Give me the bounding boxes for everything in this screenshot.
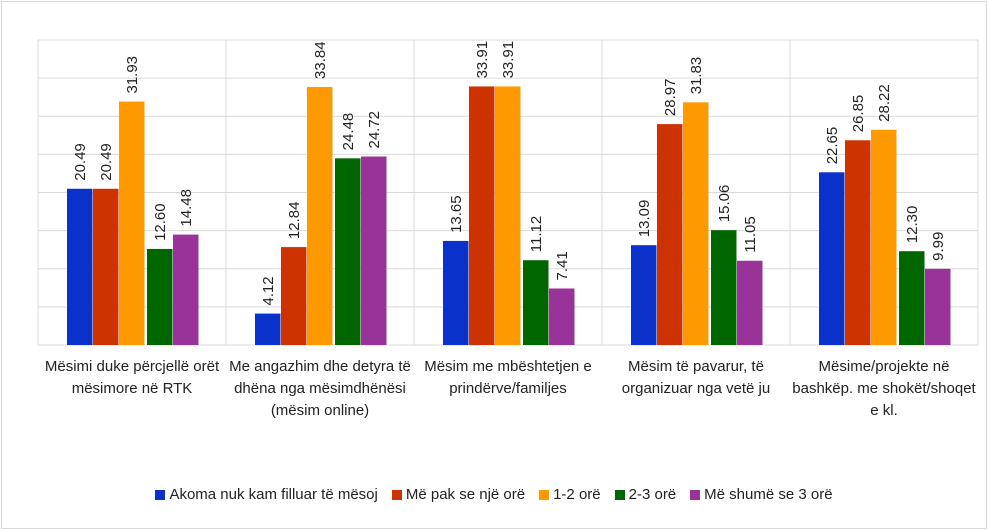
- value-label: 28.22: [876, 84, 893, 122]
- x-tick-label: Me angazhim dhe detyra të dhëna nga mësi…: [229, 358, 411, 419]
- legend: Akoma nuk kam filluar të mësoj Më pak se …: [0, 486, 988, 503]
- bar: [845, 140, 871, 345]
- value-label: 11.12: [528, 216, 545, 252]
- legend-item: Më pak se një orë: [391, 486, 526, 503]
- bar: [899, 251, 925, 345]
- legend-swatch: [155, 489, 166, 500]
- value-label: 12.84: [286, 202, 303, 240]
- x-tick-label: Mësim të pavarur, të organizuar nga vetë…: [621, 358, 771, 397]
- value-label: 31.83: [688, 57, 705, 95]
- value-label: 33.91: [474, 41, 491, 79]
- value-label: 12.60: [152, 203, 169, 241]
- bar: [469, 86, 495, 345]
- value-label: 12.30: [904, 206, 921, 244]
- bar: [147, 248, 173, 345]
- bar: [255, 313, 281, 345]
- legend-label: 1-2 orë: [553, 486, 601, 503]
- value-label: 28.97: [662, 79, 679, 117]
- value-label: 13.65: [448, 195, 465, 233]
- value-label: 33.91: [500, 41, 517, 79]
- bar: [67, 188, 93, 345]
- bar: [737, 260, 763, 345]
- value-label: 14.48: [178, 189, 195, 227]
- bar: [335, 158, 361, 345]
- bar: [495, 86, 521, 345]
- value-label: 11.05: [742, 216, 759, 252]
- legend-label: Më shumë se 3 orë: [704, 486, 833, 503]
- value-label: 31.93: [124, 56, 141, 94]
- bar: [657, 124, 683, 345]
- legend-swatch: [539, 489, 550, 500]
- legend-label: Më pak se një orë: [405, 486, 526, 503]
- bar: [173, 234, 199, 345]
- bar: [711, 230, 737, 345]
- bar: [93, 188, 119, 345]
- value-label: 15.06: [716, 185, 733, 223]
- x-tick-label: Mësimi duke përcjellë orët mësimore në R…: [44, 358, 220, 397]
- bar: [119, 101, 145, 345]
- bar: [631, 245, 657, 345]
- value-label: 4.12: [260, 276, 277, 305]
- value-label: 22.65: [824, 127, 841, 165]
- legend-item: Akoma nuk kam filluar të mësoj: [155, 486, 378, 503]
- legend-swatch: [690, 489, 701, 500]
- legend-item: 2-3 orë: [614, 486, 677, 503]
- bar: [307, 86, 333, 345]
- value-label: 24.72: [366, 111, 383, 149]
- value-label: 20.49: [98, 143, 115, 181]
- legend-item: 1-2 orë: [539, 486, 601, 503]
- bar: [549, 288, 575, 345]
- bar: [523, 260, 549, 345]
- bar: [819, 172, 845, 345]
- value-label: 20.49: [72, 143, 89, 181]
- x-tick-label: Mësim me mbështetjen e prindërve/familje…: [424, 358, 592, 397]
- bar: [443, 240, 469, 345]
- bar: [281, 247, 307, 345]
- bar: [871, 129, 897, 345]
- value-label: 13.09: [636, 200, 653, 238]
- legend-label: 2-3 orë: [628, 486, 677, 503]
- value-label: 24.48: [340, 113, 357, 151]
- legend-label: Akoma nuk kam filluar të mësoj: [169, 486, 378, 503]
- legend-swatch: [614, 489, 625, 500]
- value-label: 7.41: [554, 251, 571, 280]
- x-tick-label: Mësime/projekte në bashkëp. me shokët/sh…: [792, 358, 976, 419]
- value-label: 9.99: [930, 232, 947, 261]
- value-label: 33.84: [312, 41, 329, 79]
- legend-item: Më shumë se 3 orë: [690, 486, 833, 503]
- bar: [361, 156, 387, 345]
- bar: [925, 268, 951, 345]
- value-label: 26.85: [850, 95, 867, 133]
- legend-swatch: [391, 489, 402, 500]
- bar: [683, 102, 709, 345]
